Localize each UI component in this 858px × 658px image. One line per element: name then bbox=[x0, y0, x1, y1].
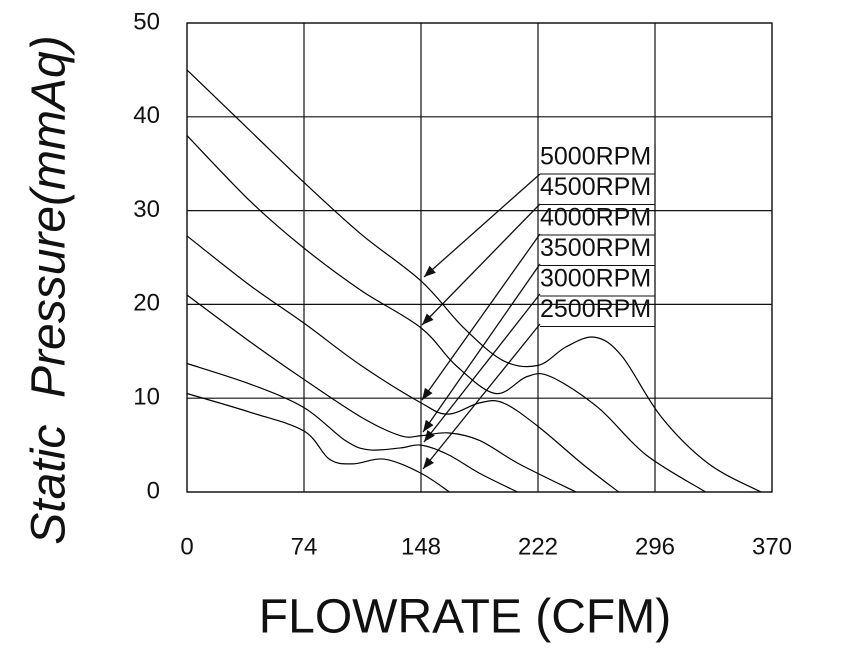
legend-label: 4500RPM bbox=[540, 173, 651, 201]
series-line bbox=[186, 135, 706, 493]
y-tick-label: 40 bbox=[133, 102, 160, 129]
series-line bbox=[186, 294, 577, 493]
x-tick-label: 74 bbox=[291, 533, 318, 560]
y-tick-label: 0 bbox=[147, 477, 160, 504]
x-tick-label: 296 bbox=[635, 533, 675, 560]
y-axis-title: Static Pressure(mmAq) bbox=[23, 35, 76, 544]
y-tick-label: 50 bbox=[133, 8, 160, 35]
series-line bbox=[186, 362, 518, 493]
x-tick-label: 370 bbox=[752, 533, 792, 560]
annotation-arrows bbox=[421, 173, 541, 470]
x-tick-label: 0 bbox=[180, 533, 193, 560]
x-tick-label: 222 bbox=[518, 533, 558, 560]
plot-frame bbox=[186, 22, 773, 493]
y-tick-label: 10 bbox=[133, 384, 160, 411]
y-tick-label: 20 bbox=[133, 290, 160, 317]
x-tick-label: 148 bbox=[401, 533, 441, 560]
legend-label: 4000RPM bbox=[540, 204, 651, 232]
x-axis-title: FLOWRATE (CFM) bbox=[259, 591, 671, 644]
series-line bbox=[186, 392, 450, 493]
y-tick-label: 30 bbox=[133, 196, 160, 223]
legend-label: 5000RPM bbox=[540, 143, 651, 171]
series-line bbox=[186, 235, 620, 493]
series-line bbox=[186, 69, 762, 493]
legend-label: 3500RPM bbox=[540, 234, 651, 262]
legend-label: 3000RPM bbox=[540, 265, 651, 293]
legend-label: 2500RPM bbox=[540, 295, 651, 323]
